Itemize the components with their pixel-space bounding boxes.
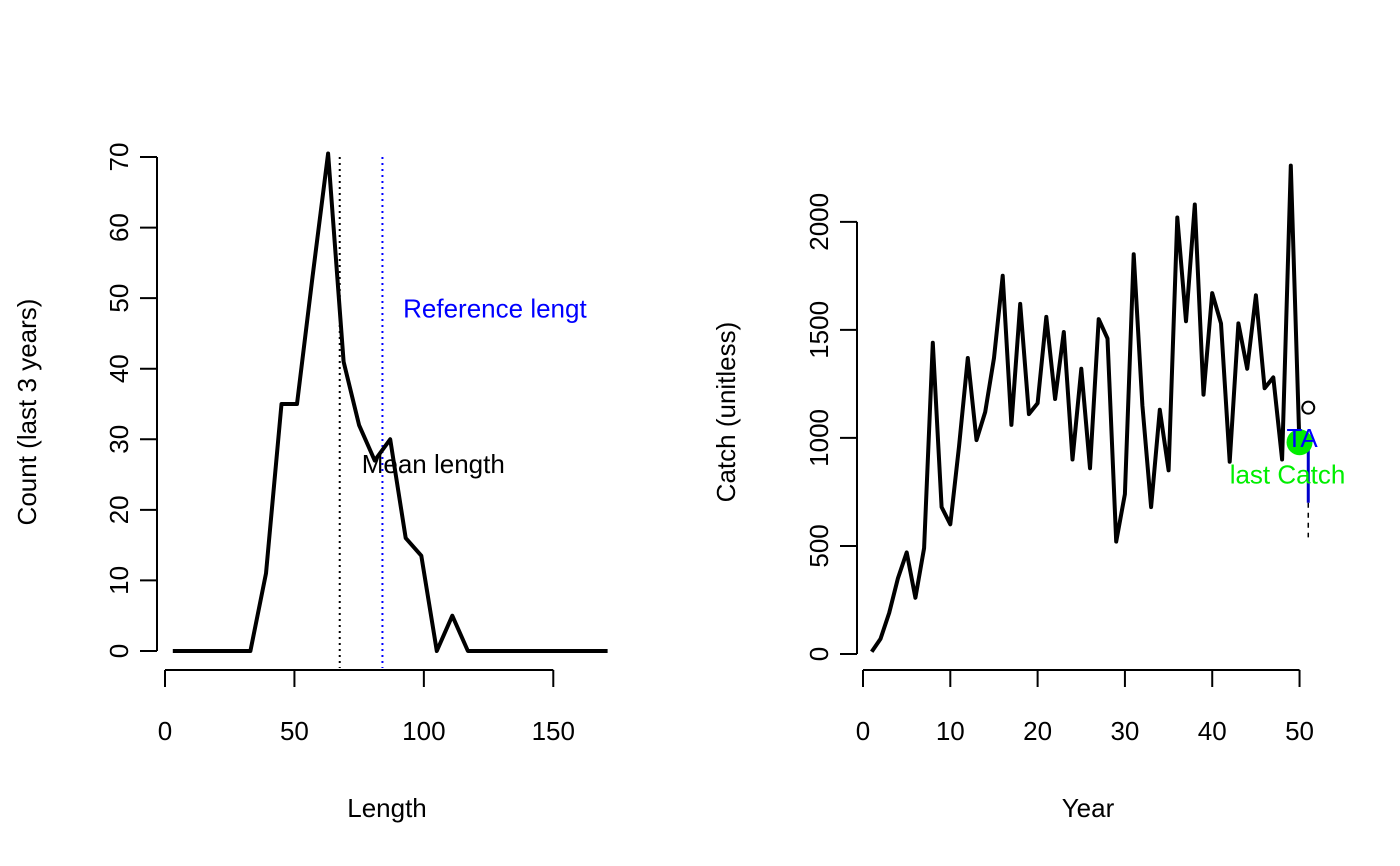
y-axis-label-count: Count (last 3 years) xyxy=(12,299,42,526)
last-catch-point xyxy=(1286,429,1313,456)
length-x-tick-label-100: 100 xyxy=(402,716,445,746)
annotation-mean-length: Mean length xyxy=(362,449,505,479)
length-annotations: Reference lengt Mean length xyxy=(362,294,588,479)
catch-y-tick-label-500: 500 xyxy=(804,524,834,567)
catch-x-tick-label-40: 40 xyxy=(1198,716,1227,746)
length-y-tick-label-20: 20 xyxy=(104,495,134,524)
length-histogram-panel: 0 50 100 150 0 10 20 30 40 50 60 70 Reference lengt… xyxy=(12,143,608,823)
catch-series xyxy=(870,163,1302,653)
length-x-tick-label-50: 50 xyxy=(280,716,309,746)
length-x-tick-label-150: 150 xyxy=(532,716,575,746)
catch-y-tick-label-1000: 1000 xyxy=(804,409,834,467)
catch-x-tick-label-50: 50 xyxy=(1285,716,1314,746)
length-y-tick-label-60: 60 xyxy=(104,213,134,242)
catch-series-line-0 xyxy=(870,163,1302,653)
length-y-tick-label-70: 70 xyxy=(104,143,134,172)
length-y-tick-label-10: 10 xyxy=(104,566,134,595)
annotation-reference-lengt: Reference lengt xyxy=(403,294,587,324)
length-axis-ticks: 0 50 100 150 0 10 20 30 40 50 60 70 xyxy=(104,143,575,746)
catch-x-tick-label-30: 30 xyxy=(1110,716,1139,746)
length-y-tick-label-50: 50 xyxy=(104,284,134,313)
catch-y-tick-label-2000: 2000 xyxy=(804,193,834,251)
length-count-series xyxy=(172,151,608,653)
catch-x-tick-label-0: 0 xyxy=(856,716,870,746)
annotation-tac: TAC xyxy=(1286,423,1336,453)
x-axis-label-length: Length xyxy=(347,793,427,823)
length-x-tick-label-0: 0 xyxy=(158,716,172,746)
catch-y-tick-label-0: 0 xyxy=(804,647,834,661)
length-y-tick-label-40: 40 xyxy=(104,354,134,383)
catch-recommendation-marks xyxy=(1286,400,1316,538)
recommendation-open-point xyxy=(1301,400,1316,415)
y-axis-label-catch: Catch (unitless) xyxy=(711,322,741,503)
length-y-tick-label-30: 30 xyxy=(104,425,134,454)
catch-annotations: TAC last Catch xyxy=(1230,423,1346,490)
annotation-last-catch: last Catch xyxy=(1230,460,1346,490)
x-axis-label-year: Year xyxy=(1062,793,1115,823)
length-y-tick-label-0: 0 xyxy=(104,644,134,658)
catch-x-tick-label-20: 20 xyxy=(1023,716,1052,746)
reference-lines xyxy=(338,157,384,668)
catch-x-tick-label-10: 10 xyxy=(936,716,965,746)
catch-y-tick-label-1500: 1500 xyxy=(804,301,834,359)
length-series-line-0 xyxy=(172,151,608,653)
